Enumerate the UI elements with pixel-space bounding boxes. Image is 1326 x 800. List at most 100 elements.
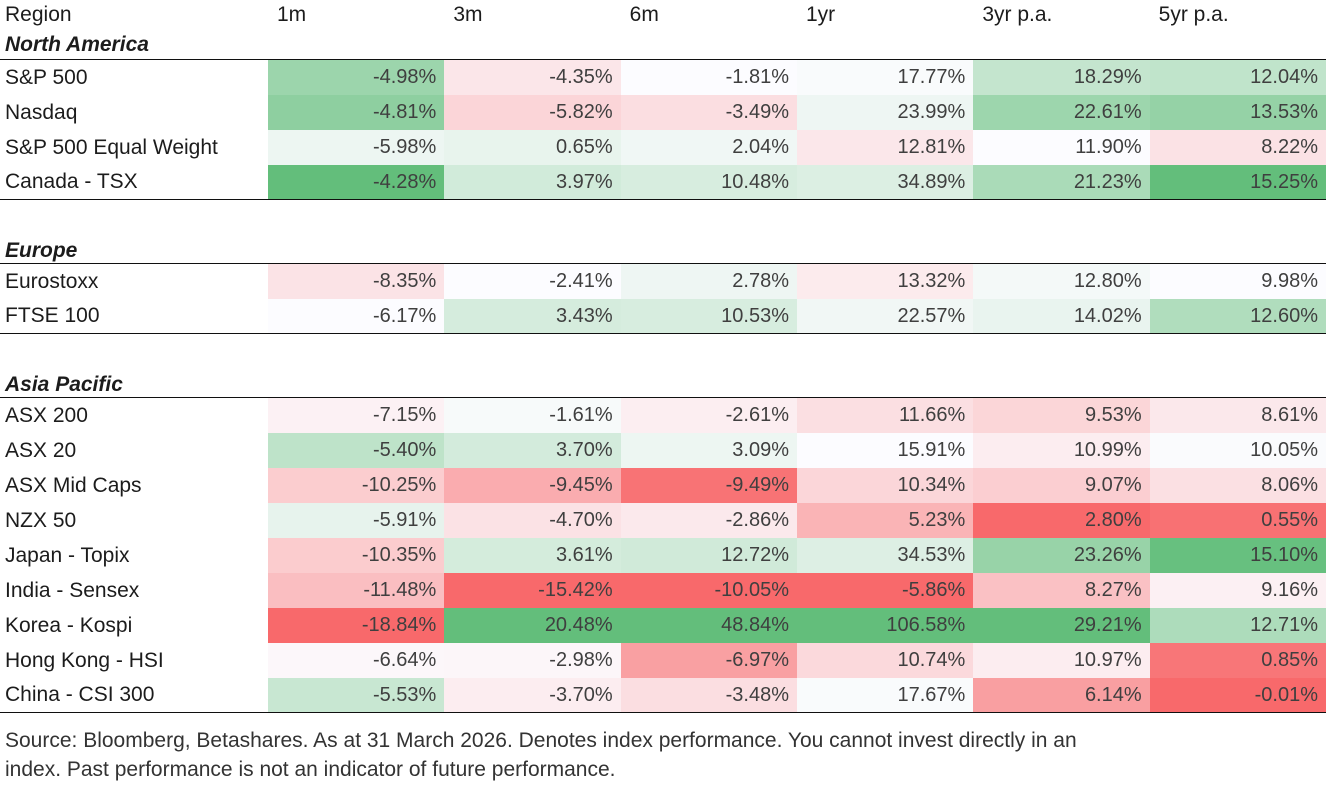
value-cell-india-sensex-3yr-p-a: 8.27% [973, 573, 1150, 608]
value-cell-hong-kong-hsi-3yr-p-a: 10.97% [973, 643, 1150, 678]
index-name: Korea - Kospi [5, 613, 133, 637]
value-cell-nzx-50-1m: -5.91% [268, 503, 445, 538]
value-cell-eurostoxx-3m: -2.41% [444, 264, 621, 299]
value-cell-asx-20-3yr-p-a: 10.99% [973, 433, 1150, 468]
value-cell-india-sensex-3m: -15.42% [444, 573, 621, 608]
value-cell-china-csi-300-6m: -3.48% [620, 678, 797, 712]
table-row-ftse-100: FTSE 100 -6.17% 3.43% 10.53% 22.57% 14.02% 12.… [0, 299, 1326, 334]
value-cell-india-sensex-6m: -10.05% [620, 573, 797, 608]
value-cell-ftse-100-3m: 3.43% [444, 299, 621, 333]
value-cell-korea-kospi-3yr-p-a: 29.21% [973, 608, 1150, 643]
value-cell-asx-20-5yr-p-a: 10.05% [1149, 433, 1326, 468]
value-cell-india-sensex-1yr: -5.86% [796, 573, 974, 608]
index-name: ASX 20 [5, 438, 77, 462]
value-cell-eurostoxx-6m: 2.78% [620, 264, 797, 299]
value-cell-eurostoxx-1yr: 13.32% [796, 264, 974, 299]
value-cell-s-p-500-5yr-p-a: 12.04% [1149, 60, 1326, 95]
table-row-japan-topix: Japan - Topix -10.35% 3.61% 12.72% 34.53% 23.… [0, 538, 1326, 573]
value-cell-japan-topix-1m: -10.35% [268, 538, 445, 573]
value-cell-hong-kong-hsi-3m: -2.98% [444, 643, 621, 678]
value-cell-asx-mid-caps-5yr-p-a: 8.06% [1149, 468, 1326, 503]
column-header-3yr-p-a: 3yr p.a. [982, 3, 1053, 26]
table-row-canada-tsx: Canada - TSX -4.28% 3.97% 10.48% 34.89% 21.23… [0, 165, 1326, 200]
table-body: North America S&P 500 -4.98% -4.35% -1.81% 17… [0, 30, 1326, 713]
value-cell-canada-tsx-3m: 3.97% [444, 165, 621, 199]
table-row-eurostoxx: Eurostoxx -8.35% -2.41% 2.78% 13.32% 12.80% 9.… [0, 264, 1326, 299]
table-row-india-sensex: India - Sensex -11.48% -15.42% -10.05% -5.86… [0, 573, 1326, 608]
value-cell-canada-tsx-1yr: 34.89% [796, 165, 974, 199]
value-cell-asx-200-1yr: 11.66% [796, 398, 974, 433]
section-heading-north-america: North America [0, 30, 1326, 60]
value-cell-s-p-500-equal-weight-1yr: 12.81% [796, 130, 974, 165]
value-cell-ftse-100-1yr: 22.57% [796, 299, 974, 333]
table-row-hong-kong-hsi: Hong Kong - HSI -6.64% -2.98% -6.97% 10.74% 1… [0, 643, 1326, 678]
value-cell-asx-200-3m: -1.61% [444, 398, 621, 433]
index-name: Hong Kong - HSI [5, 648, 164, 672]
source-note: Source: Bloomberg, Betashares. As at 31 … [5, 729, 1077, 781]
value-cell-s-p-500-equal-weight-5yr-p-a: 8.22% [1149, 130, 1326, 165]
value-cell-eurostoxx-1m: -8.35% [268, 264, 445, 299]
value-cell-s-p-500-equal-weight-3m: 0.65% [444, 130, 621, 165]
table-row-s-p-500-equal-weight: S&P 500 Equal Weight -5.98% 0.65% 2.04% 12.8… [0, 130, 1326, 165]
value-cell-hong-kong-hsi-5yr-p-a: 0.85% [1149, 643, 1326, 678]
value-cell-s-p-500-1m: -4.98% [268, 60, 445, 95]
value-cell-canada-tsx-3yr-p-a: 21.23% [973, 165, 1150, 199]
value-cell-japan-topix-1yr: 34.53% [796, 538, 974, 573]
index-name: Japan - Topix [5, 543, 130, 567]
column-header-region: Region [5, 3, 72, 26]
value-cell-asx-20-1yr: 15.91% [796, 433, 974, 468]
value-cell-asx-mid-caps-6m: -9.49% [620, 468, 797, 503]
value-cell-india-sensex-5yr-p-a: 9.16% [1149, 573, 1326, 608]
table-row-asx-20: ASX 20 -5.40% 3.70% 3.09% 15.91% 10.99% 10.05% [0, 433, 1326, 468]
index-name: Canada - TSX [5, 170, 138, 193]
index-name: ASX 200 [5, 403, 88, 427]
index-name: Eurostoxx [5, 269, 99, 293]
index-name: Nasdaq [5, 100, 78, 124]
value-cell-asx-20-3m: 3.70% [444, 433, 621, 468]
value-cell-hong-kong-hsi-1m: -6.64% [268, 643, 445, 678]
index-name: NZX 50 [5, 508, 77, 532]
value-cell-canada-tsx-5yr-p-a: 15.25% [1149, 165, 1326, 199]
value-cell-nzx-50-5yr-p-a: 0.55% [1149, 503, 1326, 538]
value-cell-nasdaq-5yr-p-a: 13.53% [1149, 95, 1326, 130]
table-row-asx-200: ASX 200 -7.15% -1.61% -2.61% 11.66% 9.53% 8.61… [0, 398, 1326, 433]
value-cell-korea-kospi-5yr-p-a: 12.71% [1149, 608, 1326, 643]
column-header-1yr: 1yr [805, 3, 836, 26]
value-cell-asx-mid-caps-3m: -9.45% [444, 468, 621, 503]
index-name: S&P 500 Equal Weight [5, 135, 218, 159]
table-row-s-p-500: S&P 500 -4.98% -4.35% -1.81% 17.77% 18.29% 12.… [0, 60, 1326, 95]
value-cell-eurostoxx-5yr-p-a: 9.98% [1149, 264, 1326, 299]
value-cell-asx-mid-caps-1m: -10.25% [268, 468, 445, 503]
table-row-china-csi-300: China - CSI 300 -5.53% -3.70% -3.48% 17.67% 6… [0, 678, 1326, 713]
table-row-korea-kospi: Korea - Kospi -18.84% 20.48% 48.84% 106.58% 2… [0, 608, 1326, 643]
value-cell-asx-200-1m: -7.15% [268, 398, 445, 433]
value-cell-asx-20-1m: -5.40% [268, 433, 445, 468]
value-cell-ftse-100-5yr-p-a: 12.60% [1149, 299, 1326, 333]
value-cell-china-csi-300-1yr: 17.67% [796, 678, 974, 712]
section-heading-europe: Europe [0, 238, 1326, 264]
value-cell-asx-200-5yr-p-a: 8.61% [1149, 398, 1326, 433]
value-cell-china-csi-300-3yr-p-a: 6.14% [973, 678, 1150, 712]
value-cell-nasdaq-1yr: 23.99% [796, 95, 974, 130]
value-cell-canada-tsx-6m: 10.48% [620, 165, 797, 199]
value-cell-eurostoxx-3yr-p-a: 12.80% [973, 264, 1150, 299]
value-cell-hong-kong-hsi-6m: -6.97% [620, 643, 797, 678]
index-name: China - CSI 300 [5, 683, 155, 706]
value-cell-nzx-50-3m: -4.70% [444, 503, 621, 538]
value-cell-canada-tsx-1m: -4.28% [268, 165, 445, 199]
value-cell-s-p-500-6m: -1.81% [620, 60, 797, 95]
value-cell-s-p-500-equal-weight-6m: 2.04% [620, 130, 797, 165]
value-cell-china-csi-300-3m: -3.70% [444, 678, 621, 712]
value-cell-asx-200-3yr-p-a: 9.53% [973, 398, 1150, 433]
value-cell-s-p-500-1yr: 17.77% [796, 60, 974, 95]
value-cell-china-csi-300-5yr-p-a: -0.01% [1149, 678, 1326, 712]
value-cell-korea-kospi-1yr: 106.58% [796, 608, 974, 643]
value-cell-s-p-500-3yr-p-a: 18.29% [973, 60, 1150, 95]
value-cell-india-sensex-1m: -11.48% [268, 573, 445, 608]
value-cell-hong-kong-hsi-1yr: 10.74% [796, 643, 974, 678]
value-cell-japan-topix-3m: 3.61% [444, 538, 621, 573]
value-cell-china-csi-300-1m: -5.53% [268, 678, 445, 712]
column-header-1m: 1m [277, 3, 307, 26]
value-cell-nasdaq-3m: -5.82% [444, 95, 621, 130]
